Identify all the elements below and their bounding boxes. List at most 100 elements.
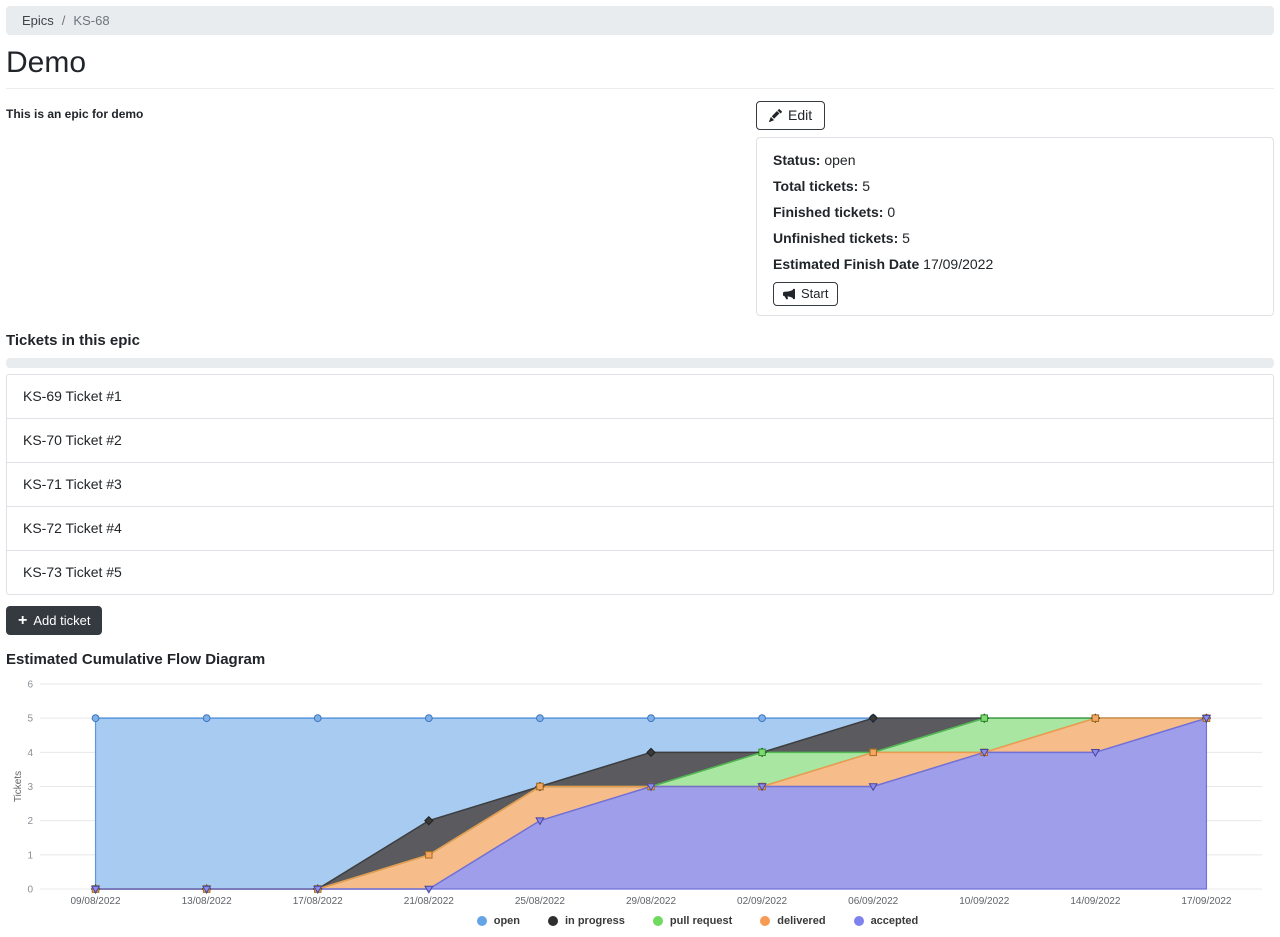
edit-button[interactable]: Edit [756,101,826,130]
x-tick-label: 06/09/2022 [848,896,898,907]
cumulative-flow-chart: 0 1 2 3 4 5 6 Tickets 09/08/2022 13/08/2022 17/08/… [6,677,1274,927]
breadcrumb-current: KS-68 [73,13,110,28]
unfinished-tickets-line: Unfinished tickets: 5 [773,230,1257,247]
chart-legend: open in progress pull request delivered acce… [6,915,1274,927]
epic-summary-row: This is an epic for demo Edit Status: op… [6,101,1274,316]
cfd-canvas: 0 1 2 3 4 5 6 Tickets 09/08/2022 13/08/2022 17/08/… [13,680,1262,907]
x-tick-label: 10/09/2022 [959,896,1009,907]
start-button[interactable]: Start [773,282,839,306]
legend-item-in-progress[interactable]: in progress [548,915,625,927]
y-tick-label: 1 [27,850,33,861]
y-tick-label: 3 [27,782,33,793]
start-button-label: Start [801,286,829,301]
marker-in-progress [646,747,656,758]
legend-label: pull request [669,915,733,927]
finished-tickets-label: Finished tickets: [773,204,884,220]
breadcrumb-link-epics[interactable]: Epics [22,13,54,28]
y-tick-label: 6 [27,680,33,691]
marker-accepted [646,783,656,792]
chart-markers [90,713,1212,894]
legend-dot [548,916,558,926]
marker-accepted [979,749,989,758]
finished-tickets-value: 0 [887,204,896,220]
finished-tickets-line: Finished tickets: 0 [773,204,1257,221]
total-tickets-value: 5 [862,178,870,194]
marker-delivered [869,748,877,757]
legend-item-pull-request[interactable]: pull request [652,915,733,927]
marker-open [424,714,433,723]
status-line: Status: open [773,152,1257,169]
edit-button-label: Edit [788,107,813,123]
legend-item-accepted[interactable]: accepted [853,915,919,927]
chart-section-heading: Estimated Cumulative Flow Diagram [6,651,266,668]
legend-dot [476,916,487,926]
legend-item-delivered[interactable]: delivered [760,915,826,927]
marker-pull-request [980,714,988,722]
epic-description: This is an epic for demo [6,107,144,121]
x-tick-label: 17/09/2022 [1181,896,1231,907]
ticket-row[interactable]: KS-72 Ticket #4 [6,506,1274,551]
legend-dot [652,916,663,926]
marker-pull-request [758,748,766,757]
y-tick-label: 5 [27,714,33,725]
add-ticket-button[interactable]: + Add ticket [6,606,103,635]
marker-in-progress [868,713,878,723]
marker-open [536,714,544,723]
tickets-section-heading: Tickets in this epic [6,332,140,349]
x-tick-label: 17/08/2022 [293,896,343,907]
marker-delivered [425,851,433,859]
y-axis-title: Tickets [13,771,24,802]
legend-item-open[interactable]: open [476,915,520,927]
epic-info-card: Status: open Total tickets: 5 Finished t… [756,137,1274,316]
legend-label: delivered [777,915,826,927]
legend-label: in progress [565,915,625,927]
marker-delivered [1091,714,1100,722]
marker-accepted [1090,749,1101,758]
y-tick-label: 4 [27,748,33,759]
marker-accepted [201,885,212,894]
plus-icon: + [18,611,28,629]
marker-accepted [313,885,323,894]
ticket-row[interactable]: KS-73 Ticket #5 [6,550,1274,595]
epic-progress-bar [6,358,1274,368]
unfinished-tickets-value: 5 [902,230,910,246]
marker-in-progress [424,815,434,826]
marker-open [91,714,100,723]
marker-accepted [424,885,434,894]
marker-open [647,714,655,723]
ticket-list: KS-69 Ticket #1 KS-70 Ticket #2 KS-71 Tick… [6,374,1274,595]
title-divider [6,88,1274,89]
epic-info-column: Edit Status: open Total tickets: 5 Finis… [756,101,1274,316]
legend-label: accepted [870,915,919,927]
x-tick-label: 21/08/2022 [404,896,454,907]
total-tickets-label: Total tickets: [773,178,859,194]
y-tick-label: 0 [27,885,33,896]
x-tick-label: 14/09/2022 [1070,896,1120,907]
marker-accepted [90,885,101,894]
legend-label: open [493,915,520,927]
marker-accepted [868,783,878,792]
pencil-icon [769,109,782,122]
x-tick-label: 25/08/2022 [515,896,565,907]
finish-date-line: Estimated Finish Date 17/09/2022 [773,256,1257,273]
x-tick-label: 09/08/2022 [71,896,121,907]
finish-date-value: 17/09/2022 [923,256,994,272]
marker-accepted [1201,714,1212,723]
breadcrumb-separator: / [61,13,66,28]
ticket-row[interactable]: KS-71 Ticket #3 [6,462,1274,507]
total-tickets-line: Total tickets: 5 [773,178,1257,195]
finish-date-label: Estimated Finish Date [773,256,920,272]
add-ticket-label: Add ticket [33,613,91,628]
y-tick-label: 2 [27,816,33,827]
legend-dot [853,916,864,926]
marker-delivered [536,782,544,791]
x-tick-label: 29/08/2022 [626,896,676,907]
ticket-row[interactable]: KS-69 Ticket #1 [6,374,1274,419]
ticket-row[interactable]: KS-70 Ticket #2 [6,418,1274,463]
unfinished-tickets-label: Unfinished tickets: [773,230,899,246]
breadcrumb: Epics / KS-68 [6,6,1274,35]
x-tick-label: 02/09/2022 [737,896,787,907]
megaphone-icon [783,288,795,300]
marker-accepted [535,817,545,826]
